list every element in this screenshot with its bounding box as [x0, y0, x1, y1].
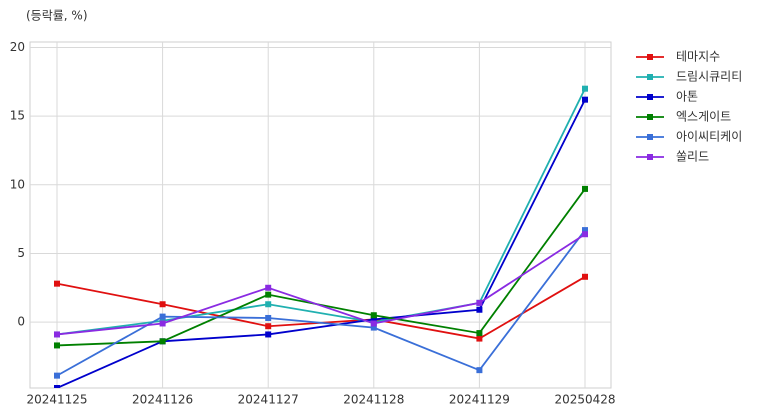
- x-tick-label: 20241125: [26, 393, 87, 407]
- plot-frame: [29, 41, 612, 389]
- series-line: [56, 233, 586, 336]
- x-tick-label: 20241129: [449, 393, 510, 407]
- point-marker: [476, 335, 483, 342]
- point-marker: [54, 385, 60, 388]
- plot-area: [54, 85, 588, 388]
- point-marker: [582, 85, 588, 92]
- point-marker: [476, 306, 483, 313]
- legend-marker: [647, 114, 653, 120]
- x-tick-label: 20241128: [343, 393, 404, 407]
- point-marker: [265, 301, 272, 308]
- y-tick-label: 0: [17, 315, 25, 329]
- legend-marker: [647, 74, 653, 80]
- point-marker: [159, 320, 166, 327]
- x-tick-label: 20241127: [238, 393, 299, 407]
- legend-label: 쏠리드: [676, 150, 709, 164]
- point-marker: [476, 330, 483, 337]
- point-marker: [476, 299, 483, 306]
- legend-label: 드림시큐리티: [676, 70, 742, 84]
- point-marker: [265, 323, 272, 330]
- legend-label: 아톤: [676, 90, 698, 104]
- point-marker: [582, 96, 588, 103]
- point-marker: [265, 314, 272, 321]
- y-tick-label: 15: [10, 109, 25, 123]
- legend-marker: [647, 54, 653, 60]
- point-marker: [54, 342, 60, 349]
- point-marker: [265, 291, 272, 298]
- legend-marker: [647, 94, 653, 100]
- point-marker: [476, 367, 483, 374]
- point-marker: [370, 312, 377, 319]
- point-marker: [582, 273, 588, 280]
- legend-label: 테마지수: [676, 50, 720, 64]
- point-marker: [370, 316, 377, 323]
- point-marker: [54, 372, 60, 379]
- x-tick-label: 20250428: [554, 393, 615, 407]
- point-marker: [582, 231, 588, 238]
- y-axis-label: (등락률, %): [26, 9, 88, 23]
- point-marker: [582, 227, 588, 234]
- legend-marker: [647, 134, 653, 140]
- series-line: [56, 99, 586, 388]
- point-marker: [370, 320, 377, 327]
- point-marker: [582, 185, 588, 192]
- y-tick-label: 10: [10, 177, 25, 191]
- y-tick-label: 5: [17, 246, 25, 260]
- point-marker: [265, 331, 272, 338]
- legend-marker: [647, 154, 653, 160]
- x-tick-label: 20241126: [132, 393, 193, 407]
- point-marker: [159, 313, 166, 320]
- series-line: [56, 88, 586, 336]
- legend-label: 아이씨티케이: [676, 130, 742, 144]
- point-marker: [159, 301, 166, 308]
- y-tick-label: 20: [10, 40, 25, 54]
- point-marker: [54, 331, 60, 338]
- point-marker: [54, 280, 60, 287]
- series-line: [56, 229, 586, 377]
- point-marker: [265, 284, 272, 291]
- point-marker: [370, 324, 377, 331]
- legend-label: 엑스게이트: [676, 110, 731, 124]
- point-marker: [159, 338, 166, 345]
